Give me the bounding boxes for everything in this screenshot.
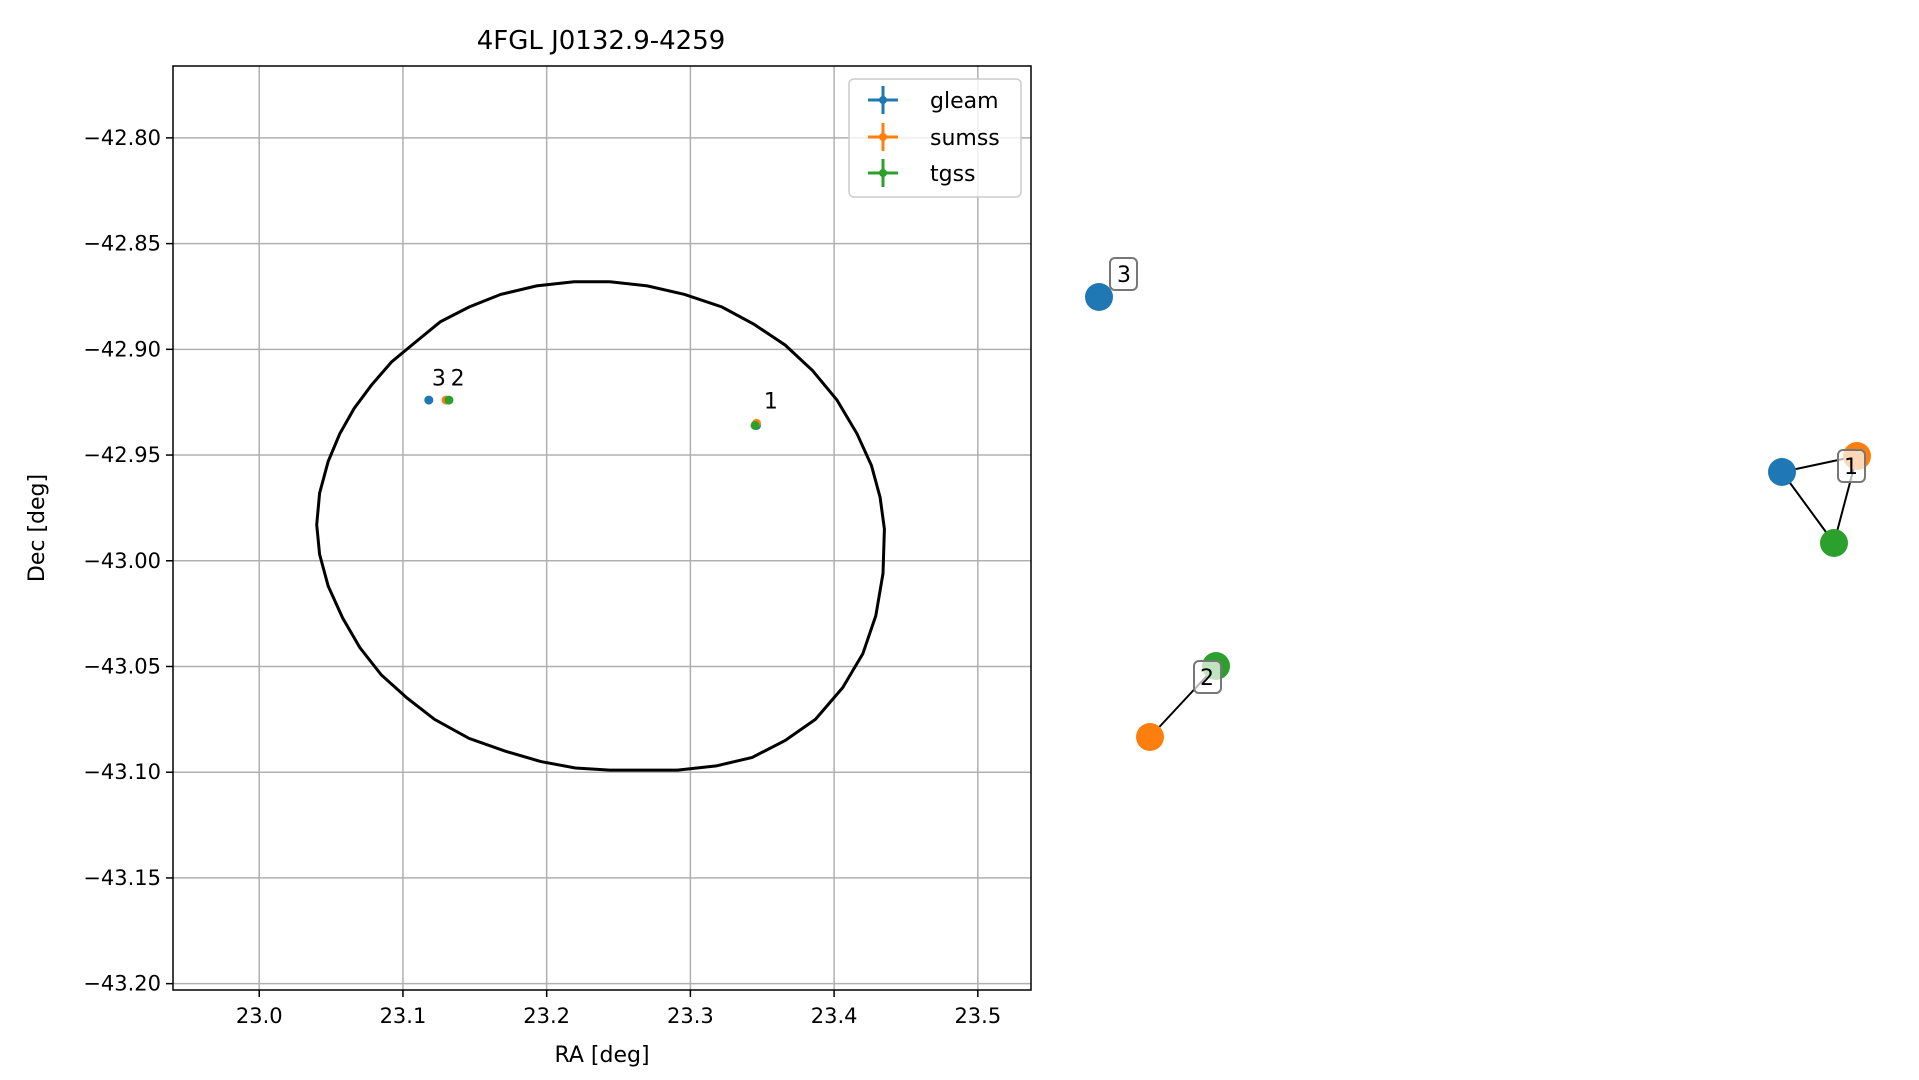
y-tick-label: −43.10 (83, 760, 161, 784)
cluster-label-2: 2 (1193, 660, 1222, 694)
x-tick-label: 23.1 (380, 1004, 427, 1028)
legend-label-tgss: tgss (930, 162, 976, 187)
edges (1149, 455, 1858, 738)
svg-text:3: 3 (1117, 263, 1131, 288)
node-gleam-3 (1085, 283, 1113, 311)
annotation-1: 1 (764, 390, 778, 415)
legend-label-gleam: gleam (930, 89, 999, 114)
error-ellipse (315, 280, 886, 772)
x-tick-label: 23.2 (523, 1004, 570, 1028)
data-points (424, 395, 761, 430)
y-tick-label: −42.90 (83, 337, 161, 361)
y-tick-label: −43.00 (83, 549, 161, 573)
legend-marker-gleam (868, 86, 898, 114)
y-tick-label: −42.95 (83, 443, 161, 467)
annotation-2: 2 (451, 366, 465, 391)
x-tick-label: 23.0 (236, 1004, 283, 1028)
point-tgss (444, 395, 454, 405)
y-tick-label: −43.15 (83, 866, 161, 890)
annotation-3: 3 (432, 366, 446, 391)
svg-text:2: 2 (1200, 666, 1214, 691)
legend-marker-sumss (868, 123, 898, 151)
y-tick-label: −42.80 (83, 126, 161, 150)
y-tick-label: −42.85 (83, 232, 161, 256)
node-sumss-2 (1136, 723, 1164, 751)
x-tick-label: 23.4 (811, 1004, 858, 1028)
legend-label-sumss: sumss (930, 126, 1000, 151)
cluster-label-3: 3 (1109, 257, 1138, 291)
point-tgss (750, 420, 760, 430)
y-ticks: −42.80 −42.85 −42.90 −42.95 −43.00 −43.05 −43.… (83, 126, 173, 996)
x-tick-label: 23.5 (954, 1004, 1001, 1028)
point-gleam (424, 395, 434, 405)
legend-marker-tgss (868, 159, 898, 187)
cluster-label-1: 1 (1837, 449, 1866, 483)
legend: gleam sumss tgss (848, 78, 1022, 198)
y-tick-label: −43.05 (83, 654, 161, 678)
x-ticks: 23.0 23.1 23.2 23.3 23.4 23.5 (236, 990, 1001, 1028)
edge-gleam-tgss-1 (1781, 471, 1835, 544)
plot-area (172, 65, 1032, 991)
y-tick-label: −43.20 (83, 972, 161, 996)
svg-text:1: 1 (1844, 455, 1858, 480)
y-axis-label: Dec [deg] (25, 474, 50, 582)
point-annotations: 1 3 2 (432, 366, 778, 414)
x-axis-label: RA [deg] (554, 1043, 649, 1068)
x-tick-label: 23.3 (667, 1004, 714, 1028)
legend-frame (848, 78, 1022, 198)
chart-title: 4FGL J0132.9-4259 (477, 26, 726, 56)
node-gleam-1 (1768, 458, 1796, 486)
grid-lines (173, 66, 1031, 990)
node-tgss-1 (1820, 529, 1848, 557)
match-network: 3 1 2 (1085, 257, 1871, 751)
